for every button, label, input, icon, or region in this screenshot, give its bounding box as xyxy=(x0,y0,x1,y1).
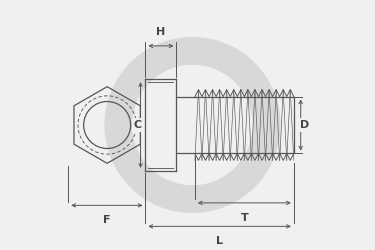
Text: F: F xyxy=(103,215,111,225)
Text: D: D xyxy=(300,120,309,130)
Text: L: L xyxy=(216,236,223,246)
Text: T: T xyxy=(240,213,248,223)
Text: H: H xyxy=(156,27,165,37)
Text: C: C xyxy=(134,120,142,130)
